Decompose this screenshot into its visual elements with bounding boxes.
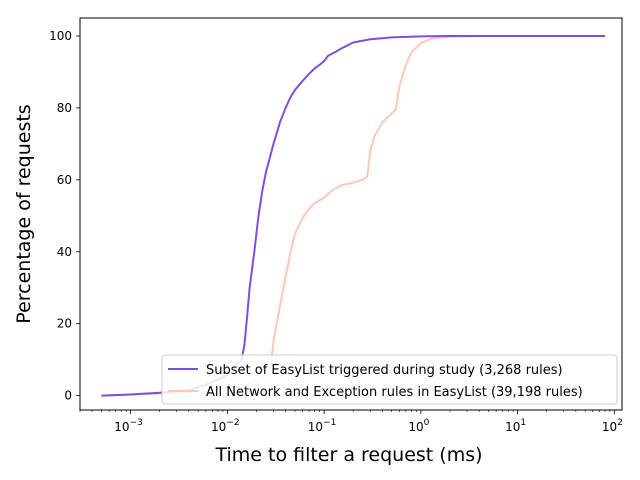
x-tick-label: 102 [602, 418, 623, 434]
x-axis-label: Time to filter a request (ms) [214, 444, 482, 466]
y-tick-label: 40 [57, 245, 72, 259]
x-tick-label: 101 [505, 418, 526, 434]
y-tick-label: 60 [57, 173, 72, 187]
y-axis-label: Percentage of requests [13, 104, 35, 323]
y-tick-label: 0 [64, 389, 72, 403]
legend-label-subset: Subset of EasyList triggered during stud… [206, 363, 563, 378]
legend-label-all-rules: All Network and Exception rules in EasyL… [206, 385, 583, 400]
plot-background [80, 18, 622, 410]
plot-area [79, 17, 623, 411]
y-tick-label: 80 [57, 101, 72, 115]
y-tick-label: 100 [49, 29, 72, 43]
x-tick-label: 10−3 [114, 418, 143, 434]
y-axis: 0 20 40 60 80 100 [49, 29, 80, 403]
x-tick-label: 100 [408, 418, 429, 434]
plot-frame [79, 17, 623, 411]
x-tick-label: 10−1 [308, 418, 337, 434]
x-axis: 10−3 10−2 10−1 100 101 102 [79, 410, 623, 434]
x-tick-label: 10−2 [211, 418, 240, 434]
legend: Subset of EasyList triggered during stud… [161, 354, 618, 405]
legend-box [161, 354, 618, 405]
y-tick-label: 20 [57, 317, 72, 331]
